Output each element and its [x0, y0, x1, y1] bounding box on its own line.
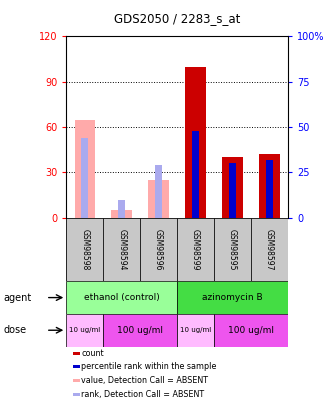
Bar [140, 218, 177, 281]
Text: GSM98595: GSM98595 [228, 229, 237, 270]
Bar [148, 180, 169, 218]
Bar [81, 138, 88, 218]
Text: azinomycin B: azinomycin B [202, 293, 263, 302]
Text: GSM98596: GSM98596 [154, 229, 163, 270]
Bar [66, 314, 103, 347]
Bar [66, 218, 103, 281]
Text: dose: dose [3, 325, 26, 335]
Bar [103, 218, 140, 281]
Bar [66, 281, 177, 314]
Text: rank, Detection Call = ABSENT: rank, Detection Call = ABSENT [81, 390, 205, 399]
Bar [177, 281, 288, 314]
Text: 100 ug/ml: 100 ug/ml [117, 326, 163, 335]
Text: GSM98594: GSM98594 [117, 229, 126, 270]
Bar [73, 352, 80, 355]
Text: GDS2050 / 2283_s_at: GDS2050 / 2283_s_at [114, 12, 240, 25]
Bar [118, 200, 125, 218]
Text: 10 ug/ml: 10 ug/ml [69, 327, 100, 333]
Text: 10 ug/ml: 10 ug/ml [180, 327, 211, 333]
Text: percentile rank within the sample: percentile rank within the sample [81, 362, 217, 371]
Text: GSM98597: GSM98597 [265, 229, 274, 270]
Bar [73, 365, 80, 369]
Text: GSM98599: GSM98599 [191, 229, 200, 270]
Bar [192, 131, 199, 218]
Bar [74, 119, 95, 218]
Bar [214, 218, 251, 281]
Bar [222, 158, 243, 218]
Bar [229, 163, 236, 218]
Text: GSM98598: GSM98598 [80, 229, 89, 270]
Bar [155, 165, 162, 218]
Bar [266, 160, 273, 218]
Bar [73, 393, 80, 396]
Bar [103, 314, 177, 347]
Bar [73, 379, 80, 382]
Bar [185, 67, 206, 218]
Text: 100 ug/ml: 100 ug/ml [228, 326, 274, 335]
Bar [112, 210, 132, 218]
Bar [214, 314, 288, 347]
Text: agent: agent [3, 292, 31, 303]
Bar [251, 218, 288, 281]
Bar [177, 218, 214, 281]
Text: ethanol (control): ethanol (control) [84, 293, 160, 302]
Text: value, Detection Call = ABSENT: value, Detection Call = ABSENT [81, 376, 209, 385]
Bar [177, 314, 214, 347]
Text: count: count [81, 349, 104, 358]
Bar [259, 154, 280, 218]
